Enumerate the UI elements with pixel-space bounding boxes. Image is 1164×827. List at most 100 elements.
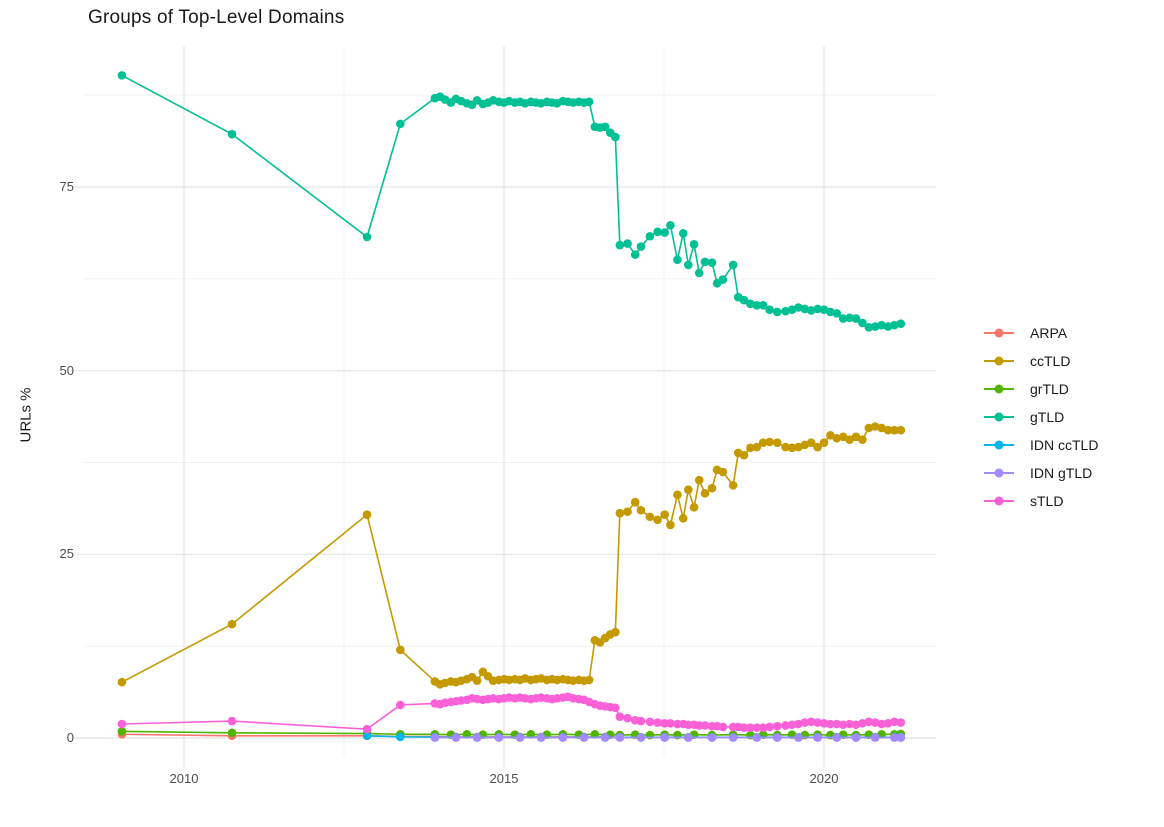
data-point <box>832 733 842 742</box>
data-point <box>864 323 874 332</box>
data-point <box>838 432 848 442</box>
legend-key-dot <box>994 440 1004 450</box>
data-point <box>636 505 646 515</box>
legend-key-line <box>984 496 1014 506</box>
data-point <box>890 320 899 330</box>
y-tick-label: 25 <box>59 546 74 562</box>
y-axis-title: URLs % <box>17 387 35 443</box>
data-point <box>781 306 790 316</box>
data-point <box>430 733 440 742</box>
data-point <box>890 733 899 742</box>
y-tick-label: 75 <box>59 179 74 195</box>
data-point <box>645 512 655 522</box>
data-point <box>472 733 482 742</box>
data-point <box>653 515 662 525</box>
data-point <box>890 717 899 727</box>
data-point <box>558 733 568 742</box>
data-point <box>660 733 669 742</box>
data-point <box>684 485 693 494</box>
data-point <box>826 431 835 440</box>
data-point <box>718 722 728 732</box>
data-point <box>728 480 738 490</box>
data-point <box>752 301 762 310</box>
data-point <box>678 229 688 238</box>
data-point <box>758 723 768 732</box>
data-point <box>700 489 710 498</box>
data-point <box>694 268 704 278</box>
data-point <box>800 718 810 727</box>
data-point <box>772 438 782 447</box>
data-point <box>787 443 797 453</box>
legend-key-line <box>984 356 1014 366</box>
data-point <box>752 723 762 732</box>
data-point <box>739 450 749 460</box>
data-point <box>896 425 906 435</box>
data-point <box>883 718 893 728</box>
data-point <box>752 442 762 452</box>
legend-key-dot <box>994 328 1004 338</box>
data-point <box>611 627 620 637</box>
data-point <box>684 733 693 742</box>
data-point <box>579 733 589 742</box>
data-point <box>819 718 829 728</box>
data-point <box>758 438 768 447</box>
data-point <box>813 442 822 452</box>
data-point <box>728 733 738 742</box>
data-point <box>615 240 625 250</box>
data-point <box>630 250 640 259</box>
legend: ARPA ccTLD grTLD gTLD IDN ccTLD IDN gTLD sTLD <box>984 319 1098 515</box>
data-point <box>666 220 675 230</box>
data-point <box>227 716 237 726</box>
data-point <box>666 520 675 530</box>
data-point <box>851 733 861 742</box>
data-point <box>515 733 525 742</box>
legend-item: grTLD <box>984 375 1098 403</box>
data-point <box>781 442 790 452</box>
legend-item: IDN ccTLD <box>984 431 1098 459</box>
data-point <box>838 314 848 323</box>
data-point <box>845 719 854 729</box>
data-point <box>472 676 482 685</box>
data-point <box>653 227 662 237</box>
legend-item: ccTLD <box>984 347 1098 375</box>
legend-item: IDN gTLD <box>984 459 1098 487</box>
data-point <box>877 719 886 729</box>
series-line-ccTLD <box>121 425 901 686</box>
data-point <box>673 255 682 265</box>
data-point <box>494 733 504 742</box>
legend-label: IDN gTLD <box>1030 465 1093 481</box>
data-point <box>826 307 835 317</box>
data-point <box>826 719 835 729</box>
data-point <box>851 720 861 730</box>
data-point <box>396 119 405 129</box>
legend-label: sTLD <box>1030 493 1064 509</box>
data-point <box>451 733 461 742</box>
legend-key-dot <box>994 468 1004 478</box>
data-point <box>718 467 728 477</box>
data-point <box>858 435 867 445</box>
data-point <box>806 717 816 727</box>
data-point <box>858 718 867 728</box>
legend-key-line <box>984 468 1014 478</box>
data-point <box>117 719 127 729</box>
data-point <box>623 239 632 248</box>
data-point <box>645 717 655 727</box>
data-point <box>660 510 669 519</box>
data-point <box>746 723 755 732</box>
data-point <box>794 303 803 312</box>
legend-label: IDN ccTLD <box>1030 437 1099 453</box>
data-point <box>362 724 372 734</box>
data-point <box>707 733 717 742</box>
data-point <box>673 490 682 500</box>
data-point <box>396 700 405 710</box>
data-point <box>813 304 822 314</box>
data-point <box>765 722 774 732</box>
data-point <box>864 423 874 433</box>
data-point <box>718 275 728 284</box>
data-point <box>707 258 717 268</box>
data-point <box>623 713 632 723</box>
legend-item: sTLD <box>984 487 1098 515</box>
data-point <box>896 718 906 727</box>
data-point <box>772 733 782 742</box>
